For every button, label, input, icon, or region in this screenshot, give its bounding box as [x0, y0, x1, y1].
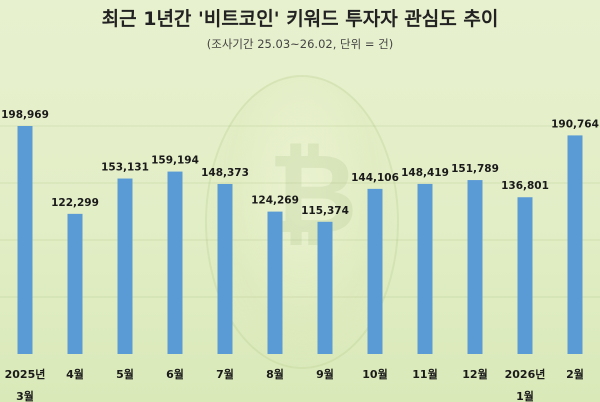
category-label-7: 10월	[362, 367, 387, 381]
category-label-9: 12월	[462, 367, 487, 381]
value-label-11: 190,764	[551, 118, 599, 130]
category-label-6: 9월	[316, 367, 334, 381]
category-label-0-line-0: 2025년	[5, 367, 46, 381]
value-label-4: 148,373	[201, 167, 249, 179]
value-label-1: 122,299	[51, 197, 99, 209]
category-label-8: 11월	[412, 367, 437, 381]
bar-5	[267, 211, 283, 354]
category-label-5: 8월	[266, 367, 284, 381]
category-label-11: 2월	[566, 367, 584, 381]
value-label-8: 148,419	[401, 167, 449, 179]
category-label-10-line-0: 2026년	[505, 367, 546, 381]
bar-2	[117, 178, 133, 354]
bar-4	[217, 183, 233, 354]
category-label-4: 7월	[216, 367, 234, 381]
category-label-1: 4월	[66, 367, 84, 381]
bar-10	[517, 197, 533, 354]
chart-subtitle: (조사기간 25.03~26.02, 단위 = 건)	[206, 37, 394, 51]
bar-7	[367, 188, 383, 354]
bar-0	[17, 126, 33, 354]
category-label-0-line-1: 3월	[16, 389, 34, 402]
category-label-3: 6월	[166, 367, 184, 381]
value-label-9: 151,789	[451, 163, 499, 175]
bitcoin-coin-background	[205, 75, 399, 369]
value-label-0: 198,969	[1, 109, 49, 121]
bar-8	[417, 183, 433, 354]
bar-3	[167, 171, 183, 354]
category-label-10-line-1: 1월	[516, 389, 534, 402]
bar-1	[67, 213, 83, 354]
chart-title: 최근 1년간 '비트코인' 키워드 투자자 관심도 추이	[101, 8, 499, 30]
value-label-5: 124,269	[251, 195, 299, 207]
value-label-7: 144,106	[351, 172, 399, 184]
category-label-2: 5월	[116, 367, 134, 381]
bitcoin-symbol-watermark: ₿	[268, 130, 358, 258]
value-label-2: 153,131	[101, 162, 149, 174]
value-label-10: 136,801	[501, 180, 549, 192]
bar-11	[567, 135, 583, 354]
bar-9	[467, 180, 483, 354]
bar-6	[317, 221, 333, 354]
value-label-3: 159,194	[151, 155, 199, 167]
value-label-6: 115,374	[301, 205, 349, 217]
